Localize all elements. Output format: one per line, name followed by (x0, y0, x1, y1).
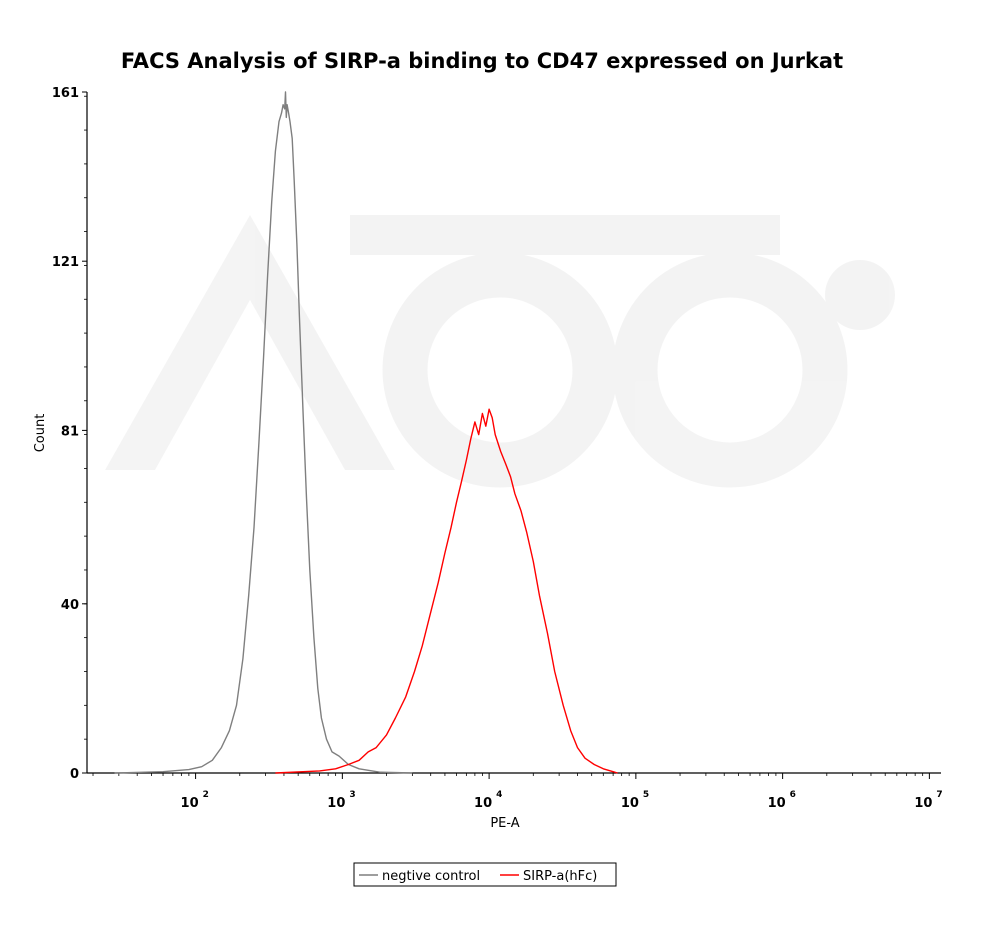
y-axis-minor-ticks (84, 95, 87, 740)
y-axis-label: Count (33, 414, 48, 453)
y-tick-label: 40 (61, 598, 79, 613)
x-tick-label: 10 (768, 796, 786, 811)
x-tick-exponent: 4 (496, 790, 502, 800)
series-line-sirp-a (275, 408, 618, 774)
x-axis-label: PE-A (490, 816, 519, 831)
x-tick-label: 10 (327, 796, 345, 811)
x-axis-ticks: 10 2 10 3 10 4 10 5 10 6 10 7 (181, 773, 943, 811)
y-tick-label: 161 (52, 86, 79, 101)
y-tick-label: 81 (61, 424, 79, 439)
chart-title: FACS Analysis of SIRP-a binding to CD47 … (121, 49, 843, 73)
x-tick-label: 10 (621, 796, 639, 811)
x-tick-exponent: 5 (643, 790, 649, 800)
x-tick-label: 10 (181, 796, 199, 811)
legend-box (353, 862, 617, 887)
y-axis-ticks: 0 40 81 121 161 (52, 86, 87, 782)
x-tick-exponent: 7 (936, 790, 942, 800)
x-tick-label: 10 (474, 796, 492, 811)
y-tick-label: 0 (70, 767, 79, 782)
y-tick-label: 121 (52, 255, 79, 270)
series-layer (114, 91, 618, 774)
legend-label-sirp-a: SIRP-a(hFc) (523, 869, 597, 884)
x-axis-minor-ticks (92, 773, 924, 776)
series-line-negative-control (114, 91, 413, 774)
x-tick-exponent: 3 (349, 790, 355, 800)
watermark-logo (105, 215, 895, 488)
x-tick-label: 10 (914, 796, 932, 811)
legend: negtive control SIRP-a(hFc) (353, 862, 617, 887)
x-tick-exponent: 2 (203, 790, 209, 800)
x-tick-exponent: 6 (790, 790, 796, 800)
legend-label-negative-control: negtive control (382, 869, 480, 884)
